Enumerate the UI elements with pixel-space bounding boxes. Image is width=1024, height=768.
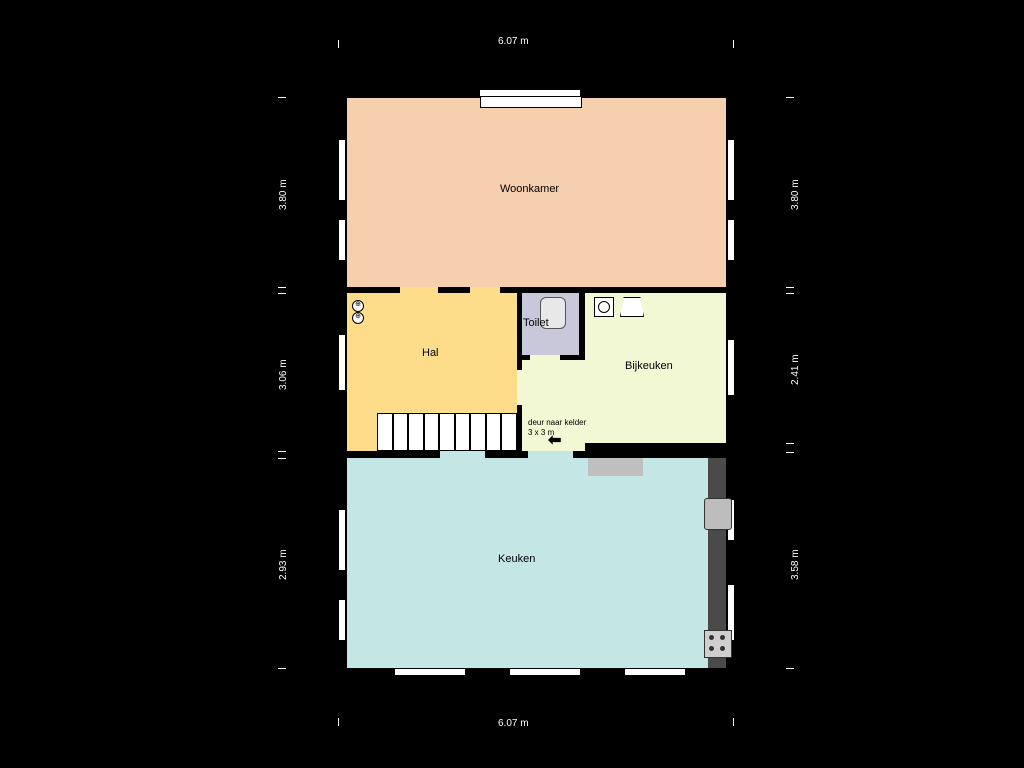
dryer-icon xyxy=(620,297,644,317)
dim-left-upper: 3.80 m xyxy=(278,179,289,210)
stair-step xyxy=(393,413,409,451)
dim-tick xyxy=(278,458,286,459)
dim-tick xyxy=(786,287,794,288)
switch-icon-1: ⊕ xyxy=(352,300,364,312)
dim-left-mid: 3.06 m xyxy=(278,359,289,390)
switch-icon-2: ⊕ xyxy=(352,312,364,324)
label-toilet: Toilet xyxy=(523,317,549,329)
door-hal-keuken xyxy=(440,451,485,458)
win-left-1 xyxy=(339,140,345,200)
wall-v3 xyxy=(585,443,591,458)
dim-tick xyxy=(338,40,339,48)
win-bot-1 xyxy=(395,669,465,675)
kitchen-sink-icon xyxy=(704,498,732,530)
note-kelder-line1: deur naar kelder xyxy=(528,418,586,427)
win-left-2 xyxy=(339,220,345,260)
door-woonkamer-hal xyxy=(400,287,438,293)
dim-tick xyxy=(733,718,734,726)
stair-step xyxy=(439,413,455,451)
door-bijkeuken-keuken xyxy=(528,451,573,458)
dim-tick xyxy=(278,668,286,669)
stair-step xyxy=(408,413,424,451)
dim-tick xyxy=(786,443,794,444)
radiator-woonkamer xyxy=(480,96,582,108)
door-hal-bijkeuken xyxy=(517,370,522,405)
room-keuken xyxy=(347,458,726,668)
label-woonkamer: Woonkamer xyxy=(500,183,559,195)
dim-bottom: 6.07 m xyxy=(498,718,529,729)
door-woonkamer-hal2 xyxy=(470,287,500,293)
dim-tick xyxy=(278,451,286,452)
dim-top: 6.07 m xyxy=(498,36,529,47)
win-bot-3 xyxy=(625,669,685,675)
dim-right-mid: 2.41 m xyxy=(790,354,801,385)
arrow-icon: ⬅ xyxy=(548,430,561,450)
dim-right-upper: 3.80 m xyxy=(790,179,801,210)
label-hal: Hal xyxy=(422,347,439,359)
door-toilet xyxy=(530,355,560,360)
dim-tick xyxy=(733,40,734,48)
counter-patch xyxy=(588,458,643,476)
wall-h4 xyxy=(585,443,726,451)
stairs xyxy=(377,413,517,451)
label-keuken: Keuken xyxy=(498,553,535,565)
win-right-3 xyxy=(728,340,734,395)
win-right-1 xyxy=(728,140,734,200)
dim-tick xyxy=(786,668,794,669)
win-left-3 xyxy=(339,335,345,390)
dim-tick xyxy=(786,293,794,294)
win-left-5 xyxy=(339,600,345,640)
stair-step xyxy=(470,413,486,451)
label-bijkeuken: Bijkeuken xyxy=(625,360,673,372)
win-right-2 xyxy=(728,220,734,260)
dim-tick xyxy=(786,97,794,98)
washer-icon xyxy=(594,297,614,317)
dim-left-lower: 2.93 m xyxy=(278,549,289,580)
dim-tick xyxy=(338,718,339,726)
dim-tick xyxy=(278,287,286,288)
stair-step xyxy=(424,413,440,451)
dim-tick xyxy=(786,452,794,453)
dim-right-lower: 3.58 m xyxy=(790,549,801,580)
dim-tick xyxy=(278,97,286,98)
dim-tick xyxy=(278,293,286,294)
stair-step xyxy=(486,413,502,451)
win-left-4 xyxy=(339,510,345,570)
stair-step xyxy=(455,413,471,451)
stair-step xyxy=(377,413,393,451)
kitchen-hob-icon xyxy=(704,630,732,658)
stair-step xyxy=(501,413,517,451)
floorplan-stage: ⊕ ⊕ Woonkamer Hal Toilet Bijkeuken Keuke… xyxy=(0,0,1024,768)
wall-v2 xyxy=(579,293,585,355)
win-bot-2 xyxy=(510,669,580,675)
